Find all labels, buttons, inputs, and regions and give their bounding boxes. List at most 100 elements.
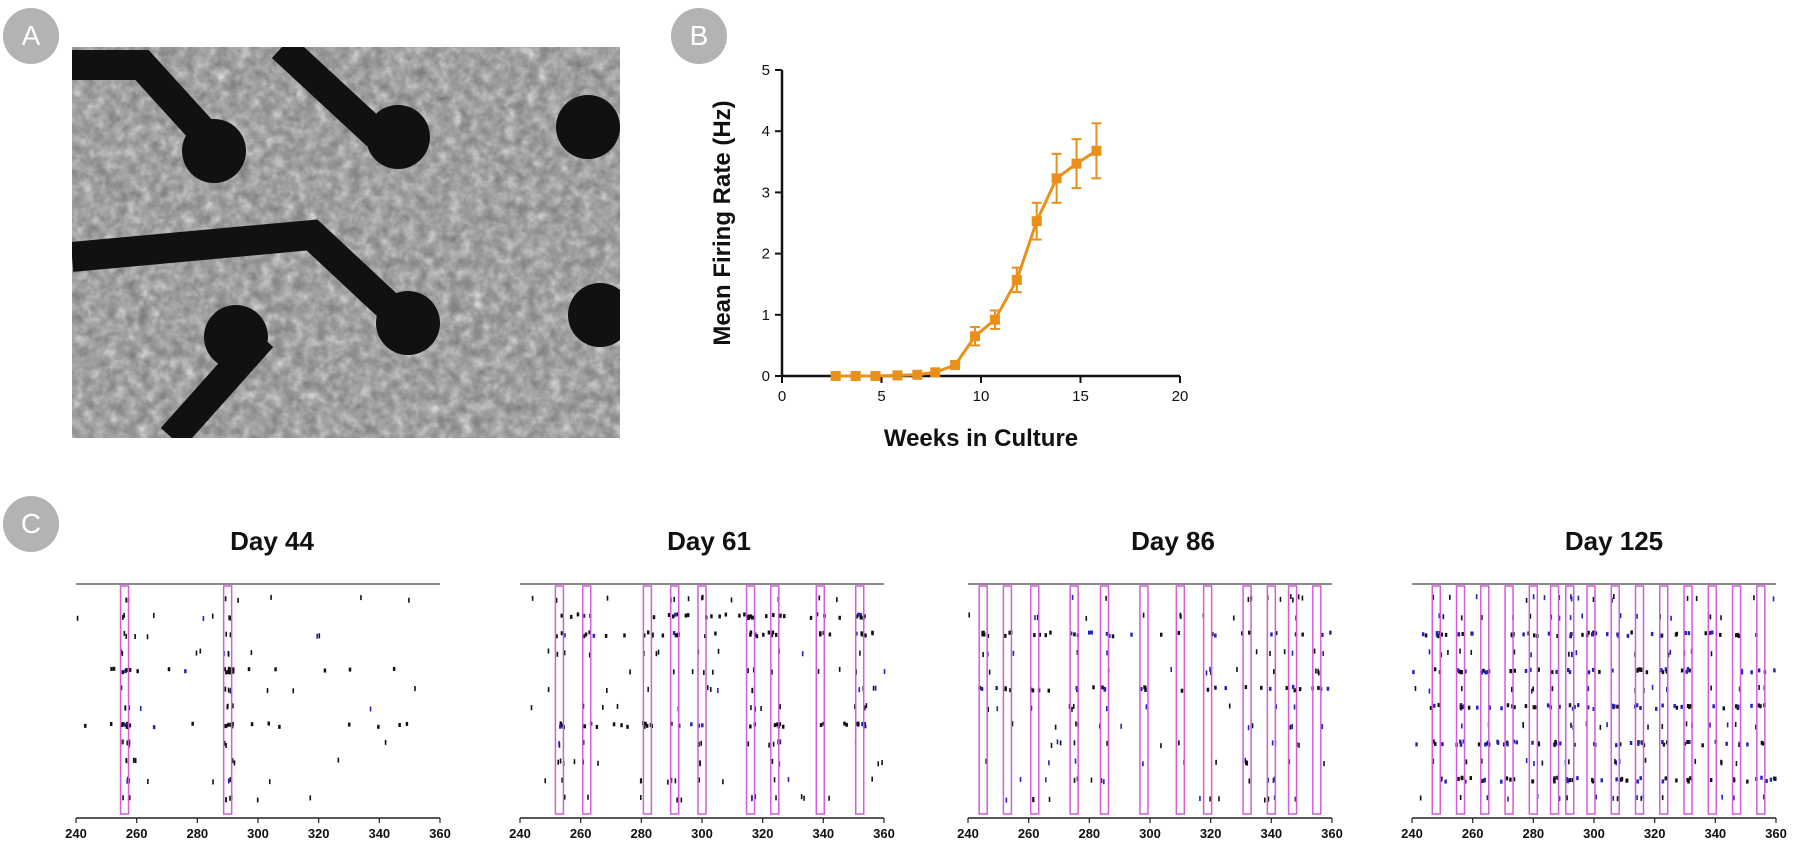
data-point xyxy=(1031,216,1042,227)
spike xyxy=(1694,758,1697,764)
spike xyxy=(226,704,229,710)
spike xyxy=(1108,633,1111,638)
spike xyxy=(1012,650,1015,656)
spike xyxy=(195,650,198,656)
spike xyxy=(1512,777,1516,782)
spike xyxy=(747,741,750,747)
spike xyxy=(125,757,128,763)
spike xyxy=(226,670,230,675)
spike xyxy=(690,722,693,727)
spike xyxy=(292,688,295,694)
electrode-pad xyxy=(556,95,620,159)
burst-box xyxy=(1266,585,1277,815)
spike xyxy=(1218,796,1220,802)
spike xyxy=(771,630,775,635)
spike xyxy=(225,743,227,749)
spike xyxy=(1214,633,1217,638)
spike xyxy=(771,669,773,675)
spike xyxy=(655,651,658,657)
burst-box xyxy=(854,585,865,815)
spike xyxy=(1625,778,1629,783)
spike xyxy=(1034,615,1036,621)
spike xyxy=(776,722,779,727)
x-tick-label: 20 xyxy=(1172,388,1189,405)
raster-x-tick-label: 320 xyxy=(1644,826,1666,840)
spike xyxy=(863,721,866,726)
spike xyxy=(547,687,550,693)
spike xyxy=(774,632,778,637)
spike xyxy=(1481,614,1483,620)
spike xyxy=(250,650,253,656)
spike xyxy=(1571,778,1574,783)
spike xyxy=(191,721,194,726)
spike xyxy=(1553,742,1556,747)
spike xyxy=(1317,668,1319,674)
x-tick-label: 5 xyxy=(877,388,885,405)
spike xyxy=(1170,666,1173,672)
spike xyxy=(1701,743,1704,748)
burst-box xyxy=(1002,585,1013,815)
spike xyxy=(680,797,683,803)
spike xyxy=(1459,648,1461,654)
spike xyxy=(1500,706,1503,711)
spike xyxy=(750,705,752,711)
spike xyxy=(1271,740,1274,746)
spike xyxy=(227,666,231,671)
spike xyxy=(1675,778,1678,783)
spike xyxy=(128,795,131,801)
spike xyxy=(604,633,608,638)
spike xyxy=(1556,775,1559,780)
spike xyxy=(857,612,860,617)
spike xyxy=(1459,795,1462,801)
spike xyxy=(1484,670,1487,675)
spike xyxy=(110,666,113,671)
spike xyxy=(697,723,701,728)
spike xyxy=(1298,742,1300,748)
spike xyxy=(987,706,990,712)
spike xyxy=(1606,722,1608,728)
spike xyxy=(1688,668,1691,673)
y-axis-label: Mean Firing Rate (Hz) xyxy=(709,100,736,345)
electrode-pad xyxy=(182,119,246,183)
data-point xyxy=(989,314,1000,325)
spike xyxy=(211,613,214,619)
spike xyxy=(1558,615,1561,621)
spike xyxy=(1710,685,1712,691)
spike xyxy=(256,797,259,803)
spike xyxy=(1240,631,1244,636)
spike xyxy=(714,631,717,636)
spike xyxy=(779,613,782,618)
burst-box xyxy=(745,585,756,815)
spike xyxy=(1615,760,1617,766)
raster-x-tick-label: 360 xyxy=(1765,826,1787,840)
spike xyxy=(125,668,128,673)
spike xyxy=(606,687,608,693)
spike xyxy=(717,648,720,654)
raster-plot-day-61: 240 260 280 300 320 340 360 xyxy=(509,583,895,840)
spike xyxy=(1654,706,1658,711)
spike xyxy=(1432,594,1435,600)
spike xyxy=(1645,670,1649,675)
spike xyxy=(1045,777,1047,783)
spike xyxy=(1651,684,1654,690)
spike xyxy=(1639,705,1642,710)
spike xyxy=(855,614,859,619)
raster-x-tick-label: 280 xyxy=(186,826,208,840)
spike xyxy=(1428,688,1431,694)
spike xyxy=(1105,595,1107,601)
spike xyxy=(751,796,753,802)
spike xyxy=(1740,668,1743,673)
spike xyxy=(1553,779,1556,784)
spike xyxy=(1566,779,1570,784)
spike xyxy=(672,669,675,675)
spike xyxy=(1553,776,1556,781)
spike xyxy=(1247,596,1250,602)
spike xyxy=(750,615,754,620)
microscopy-image xyxy=(72,47,620,438)
spike-marks xyxy=(968,594,1332,803)
spike xyxy=(626,724,629,729)
spike xyxy=(318,633,321,639)
spike xyxy=(1464,669,1467,674)
spike xyxy=(128,742,131,748)
spike xyxy=(1459,739,1462,744)
